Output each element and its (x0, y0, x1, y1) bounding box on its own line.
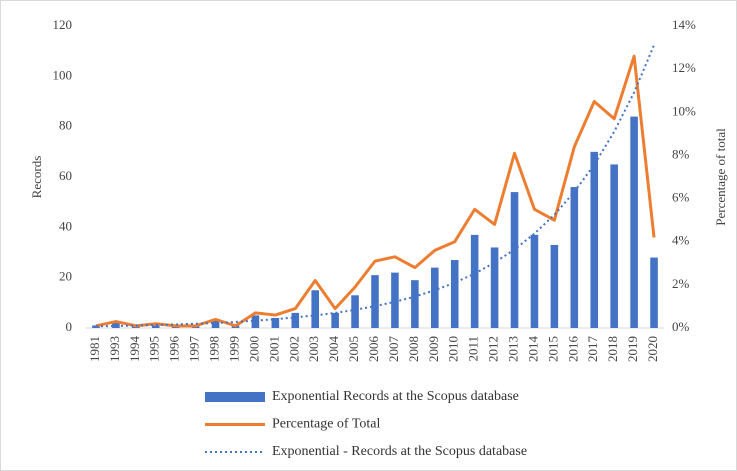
x-tick-label: 2002 (286, 336, 301, 362)
x-tick-label: 1998 (207, 336, 222, 362)
bar (570, 187, 579, 328)
x-tick-label: 2013 (506, 336, 521, 362)
legend-label: Exponential Records at the Scopus databa… (272, 389, 519, 404)
bar (251, 315, 260, 328)
x-tick-label: 2015 (545, 336, 560, 362)
bar (351, 295, 359, 328)
legend-label: Exponential - Records at the Scopus data… (272, 444, 527, 459)
y2-tick-label: 4% (672, 233, 690, 248)
x-tick-label: 1993 (107, 336, 122, 362)
bar (211, 320, 220, 328)
y2-tick-label: 2% (672, 276, 690, 291)
y-tick-label: 120 (53, 17, 73, 32)
y-axis-label: Records (29, 156, 44, 199)
bar (650, 257, 658, 328)
bar (371, 275, 379, 328)
bar (470, 234, 479, 328)
x-tick-label: 2009 (426, 336, 441, 362)
x-tick-label: 2020 (645, 336, 660, 362)
legend-label: Percentage of Total (272, 417, 380, 432)
x-tick-label: 2000 (246, 336, 261, 362)
bar (411, 280, 419, 328)
x-tick-label: 2014 (525, 336, 540, 363)
bar (530, 234, 539, 328)
y2-tick-label: 10% (672, 103, 696, 118)
x-tick-label: 1995 (147, 336, 162, 362)
bar (450, 260, 459, 328)
y-tick-label: 60 (59, 168, 72, 183)
legend-swatch (205, 392, 265, 402)
y2-axis-label: Percentage of total (713, 128, 728, 226)
x-tick-label: 2018 (605, 336, 620, 362)
x-tick-label: 1994 (127, 336, 142, 363)
x-tick-label: 2007 (386, 336, 401, 363)
x-tick-label: 1997 (187, 336, 202, 363)
bar (590, 151, 599, 328)
trend-line (95, 44, 655, 328)
bar (311, 290, 319, 328)
y-tick-label: 40 (59, 218, 72, 233)
x-tick-label: 2019 (625, 336, 640, 362)
y-tick-label: 80 (59, 118, 72, 133)
x-tick-label: 2012 (486, 336, 501, 362)
bar (112, 322, 120, 328)
x-tick-label: 1981 (87, 336, 102, 362)
x-tick-label: 2006 (366, 336, 381, 363)
y2-tick-label: 14% (672, 17, 696, 32)
x-tick-label: 2005 (346, 336, 361, 362)
bar (490, 247, 499, 328)
y-tick-label: 100 (53, 67, 73, 82)
bar (291, 312, 300, 328)
x-tick-label: 1996 (167, 336, 182, 363)
bar (510, 192, 519, 328)
bar (271, 317, 280, 328)
bar (151, 325, 160, 328)
x-tick-label: 2008 (406, 336, 421, 362)
bar (92, 325, 100, 328)
x-tick-label: 2016 (565, 336, 580, 363)
x-tick-label: 1999 (226, 336, 241, 362)
bar (391, 272, 399, 328)
y2-tick-label: 6% (672, 190, 690, 205)
y2-tick-label: 0% (672, 319, 690, 334)
y2-tick-label: 12% (672, 60, 696, 75)
y-tick-label: 20 (59, 269, 72, 284)
x-tick-label: 2003 (306, 336, 321, 362)
x-tick-label: 2001 (266, 336, 281, 362)
y2-tick-label: 8% (672, 146, 690, 161)
x-tick-label: 2011 (466, 336, 481, 362)
x-tick-label: 2017 (585, 336, 600, 363)
x-tick-label: 2010 (446, 336, 461, 362)
y-tick-label: 0 (66, 319, 73, 334)
x-tick-label: 2004 (326, 336, 341, 363)
bar (431, 267, 439, 328)
bar (630, 116, 638, 328)
line (95, 54, 656, 328)
bar (331, 312, 339, 328)
bar (550, 244, 559, 328)
bar (610, 164, 618, 328)
